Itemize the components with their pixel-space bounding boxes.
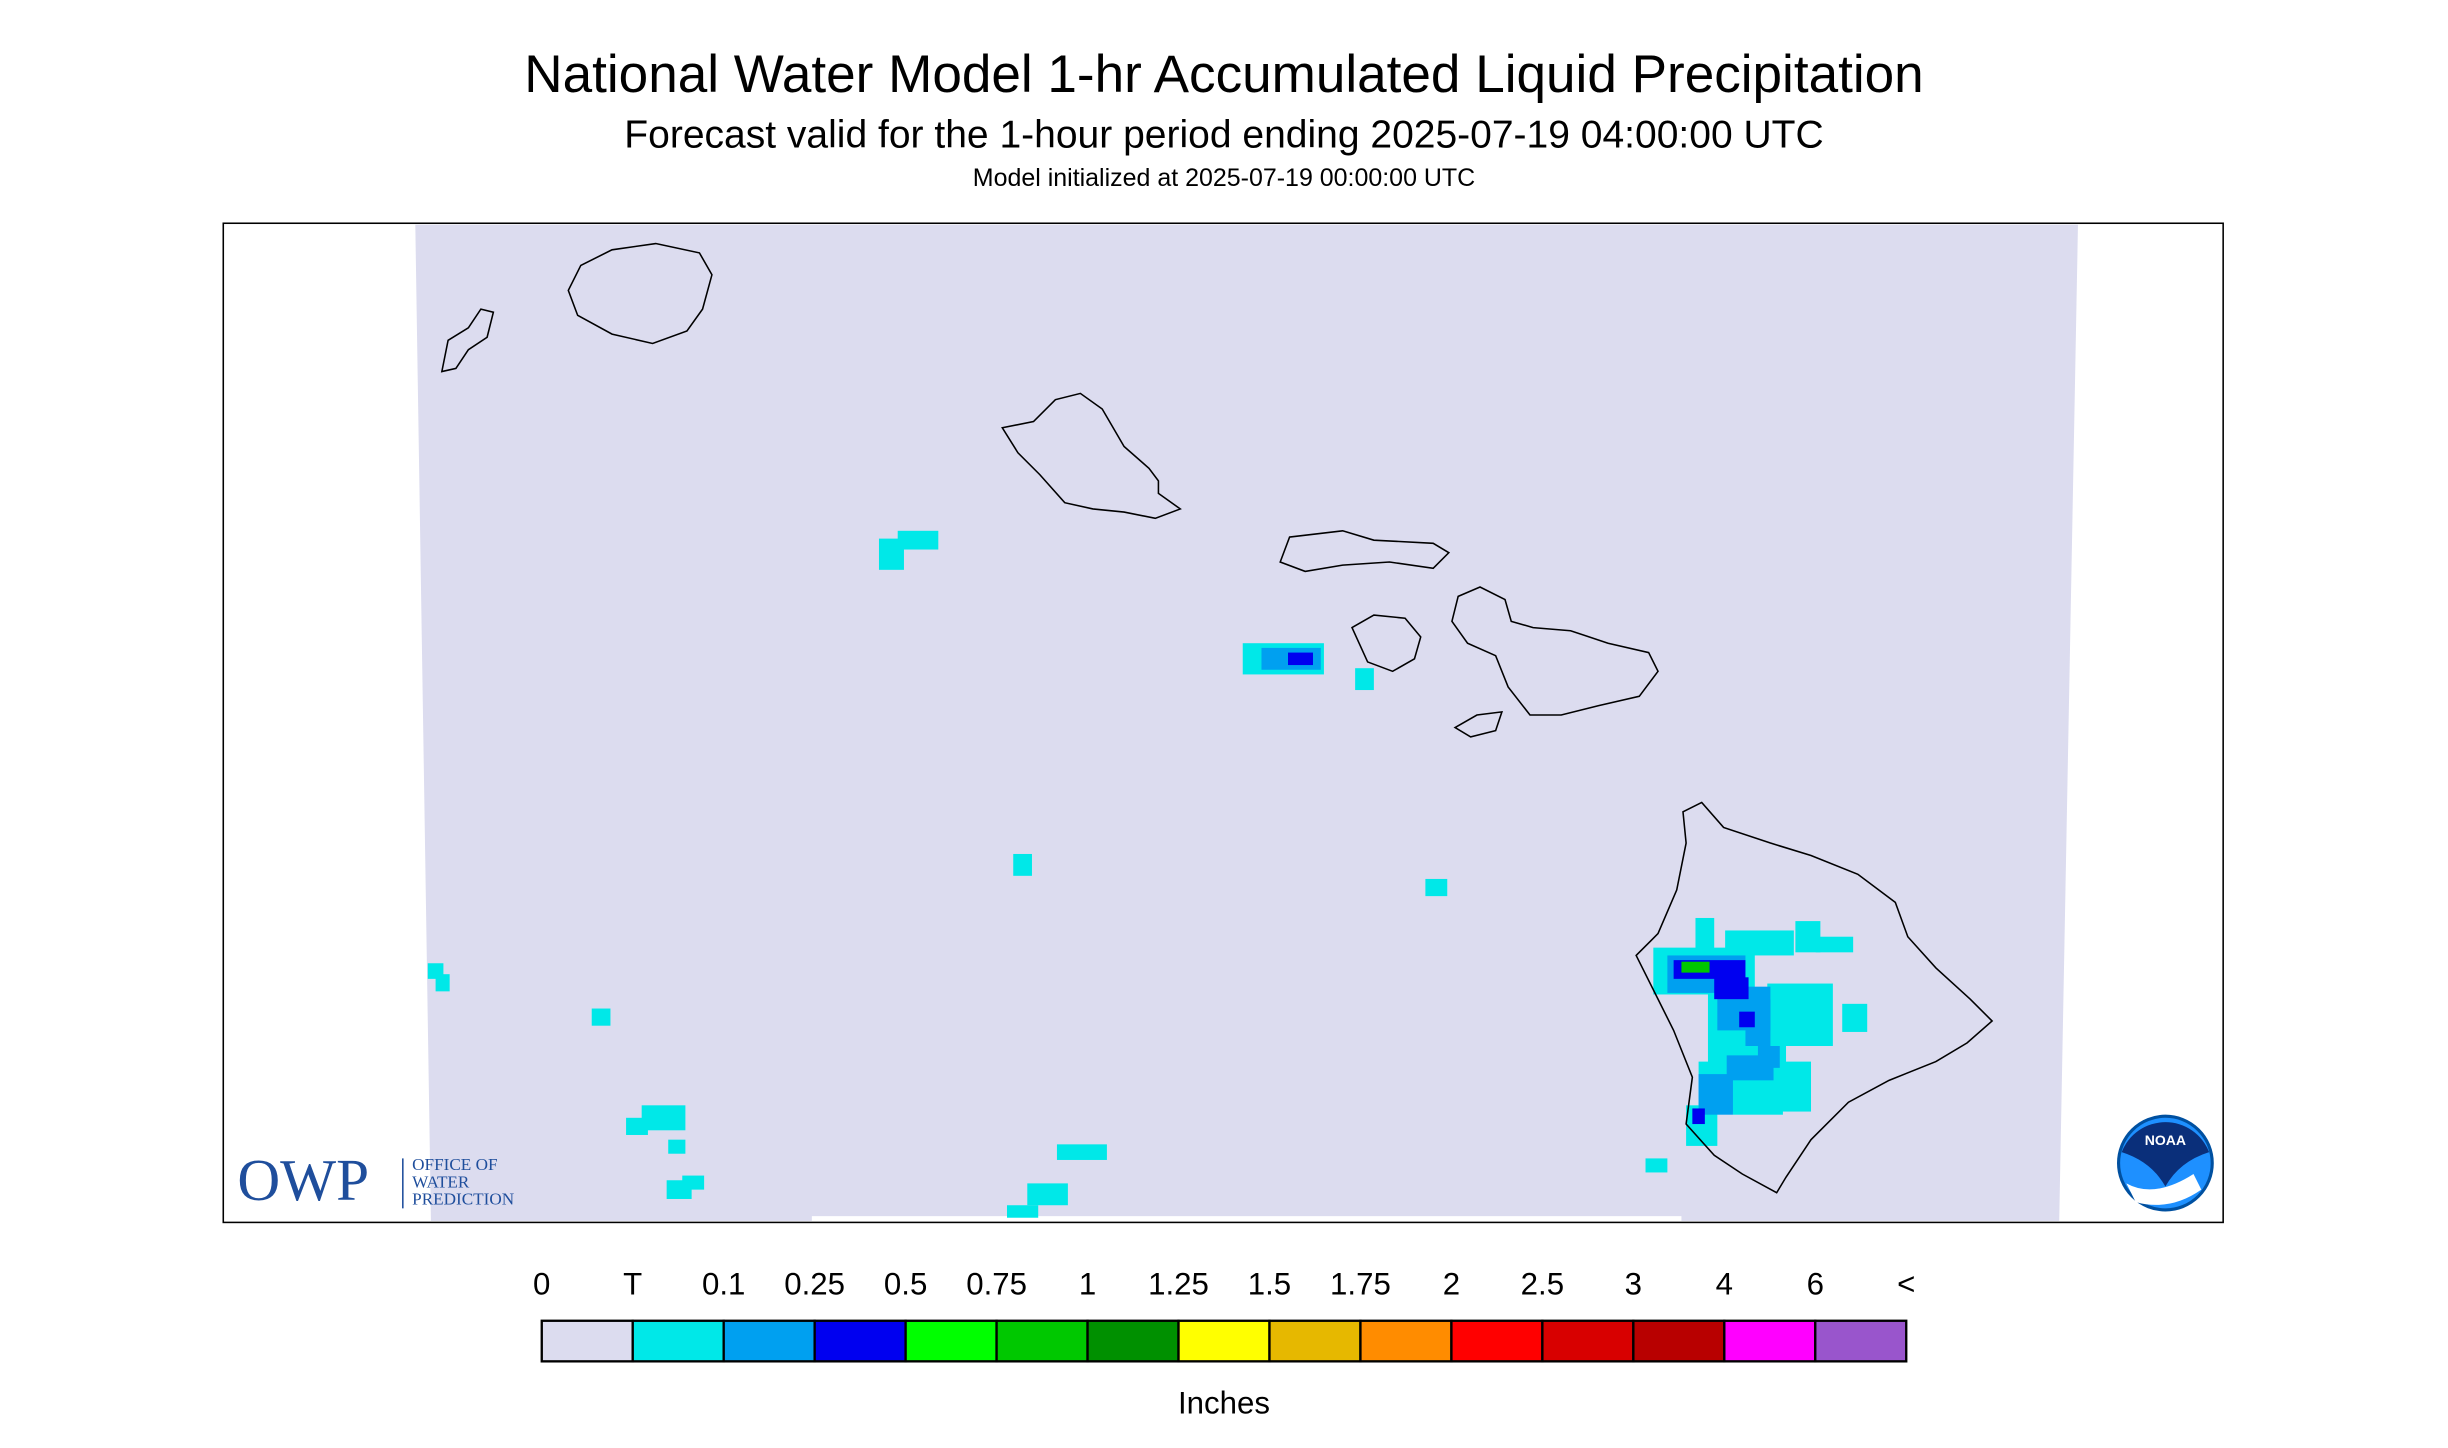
legend-label: 6 bbox=[1807, 1267, 1824, 1302]
map: OWP OFFICE OF WATER PREDICTION NOAA bbox=[222, 222, 2224, 1224]
legend-label: 2.5 bbox=[1521, 1267, 1564, 1302]
subtitle: Forecast valid for the 1-hour period end… bbox=[624, 114, 1823, 157]
legend-label: 2 bbox=[1443, 1267, 1460, 1302]
office-line: OFFICE OF bbox=[412, 1155, 497, 1174]
legend-swatch bbox=[1268, 1319, 1362, 1363]
legend-swatch bbox=[1723, 1319, 1817, 1363]
legend-label: 0.75 bbox=[966, 1267, 1027, 1302]
legend-label: 3 bbox=[1625, 1267, 1642, 1302]
coastlines bbox=[440, 242, 1994, 1194]
legend-swatch bbox=[1450, 1319, 1544, 1363]
legend-swatch bbox=[1814, 1319, 1908, 1363]
legend-swatch bbox=[813, 1319, 907, 1363]
office-line: WATER bbox=[412, 1172, 470, 1191]
legend-swatch bbox=[1177, 1319, 1271, 1363]
noaa-text: NOAA bbox=[2145, 1132, 2186, 1148]
legend-label: < bbox=[1897, 1267, 1915, 1302]
legend-swatch bbox=[1086, 1319, 1180, 1363]
legend-label: 0.5 bbox=[884, 1267, 927, 1302]
office-line: PREDICTION bbox=[412, 1189, 514, 1208]
legend-swatch bbox=[1359, 1319, 1453, 1363]
legend-label: 1 bbox=[1079, 1267, 1096, 1302]
legend-label: T bbox=[623, 1267, 642, 1302]
noaa-logo: NOAA bbox=[2116, 1114, 2214, 1212]
data-domain bbox=[415, 224, 2078, 1221]
owp-mark: OWP bbox=[237, 1147, 369, 1213]
legend-label: 1.75 bbox=[1330, 1267, 1391, 1302]
legend-label: 1.5 bbox=[1248, 1267, 1291, 1302]
legend-swatch bbox=[904, 1319, 998, 1363]
precip-green bbox=[1681, 961, 1710, 973]
legend: 0 T 0.1 0.25 0.5 0.75 1 1.25 1.5 1.75 2 2.5 3 4 6 < bbox=[533, 1267, 1915, 1363]
legend-swatch bbox=[1541, 1319, 1635, 1363]
owp-logo: OWP OFFICE OF WATER PREDICTION bbox=[237, 1147, 514, 1213]
legend-swatch bbox=[722, 1319, 816, 1363]
legend-label: 4 bbox=[1716, 1267, 1733, 1302]
legend-label: 1.25 bbox=[1148, 1267, 1209, 1302]
legend-label: 0 bbox=[533, 1267, 550, 1302]
legend-swatch bbox=[995, 1319, 1089, 1363]
init-time: Model initialized at 2025-07-19 00:00:00… bbox=[973, 164, 1475, 192]
legend-swatch bbox=[1632, 1319, 1726, 1363]
title: National Water Model 1-hr Accumulated Li… bbox=[524, 45, 1923, 104]
legend-swatch bbox=[631, 1319, 725, 1363]
legend-label: 0.1 bbox=[702, 1267, 745, 1302]
legend-swatch bbox=[540, 1319, 634, 1363]
legend-label: 0.25 bbox=[784, 1267, 845, 1302]
legend-unit: Inches bbox=[1178, 1385, 1270, 1420]
